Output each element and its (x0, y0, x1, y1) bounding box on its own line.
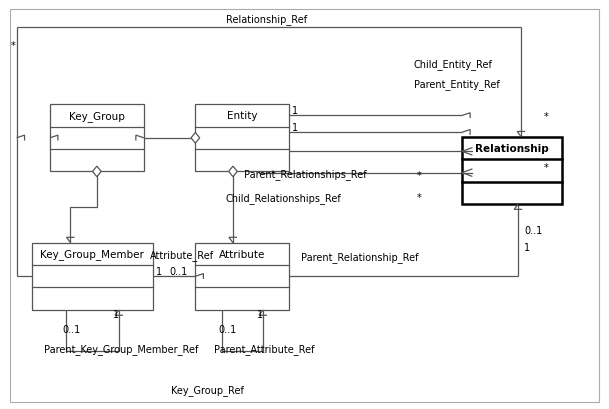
Polygon shape (228, 167, 238, 177)
Text: *: * (544, 163, 549, 173)
Text: Key_Group: Key_Group (69, 111, 125, 121)
Text: *: * (544, 112, 549, 122)
Text: Parent_Relationship_Ref: Parent_Relationship_Ref (301, 252, 419, 263)
Text: Key_Group_Ref: Key_Group_Ref (171, 384, 244, 395)
Text: 1: 1 (257, 309, 263, 319)
Polygon shape (93, 167, 101, 177)
Text: Relationship_Ref: Relationship_Ref (226, 14, 307, 25)
Text: *: * (417, 170, 421, 180)
Text: 0..1: 0..1 (219, 325, 237, 335)
Text: Child_Entity_Ref: Child_Entity_Ref (414, 59, 493, 70)
Text: Attribute: Attribute (219, 249, 266, 259)
Text: Parent_Attribute_Ref: Parent_Attribute_Ref (214, 343, 314, 354)
Bar (50, 105, 144, 172)
Text: Key_Group_Member: Key_Group_Member (40, 249, 144, 260)
Text: Parent_Relationships_Ref: Parent_Relationships_Ref (244, 169, 367, 180)
Text: Parent_Key_Group_Member_Ref: Parent_Key_Group_Member_Ref (44, 343, 198, 354)
Text: 1: 1 (292, 123, 298, 133)
Polygon shape (191, 133, 200, 144)
Text: 1: 1 (292, 106, 298, 116)
Text: *: * (417, 192, 421, 202)
Text: Child_Relationships_Ref: Child_Relationships_Ref (226, 193, 342, 204)
Text: Parent_Entity_Ref: Parent_Entity_Ref (414, 79, 499, 90)
Bar (195, 105, 289, 172)
Text: 0..1: 0..1 (524, 226, 543, 236)
Bar (195, 243, 289, 310)
Text: 0..1: 0..1 (63, 325, 81, 335)
Bar (462, 137, 562, 204)
Text: 1: 1 (156, 266, 162, 276)
Text: 1: 1 (113, 309, 119, 319)
Text: Attribute_Ref: Attribute_Ref (150, 250, 214, 261)
Bar (32, 243, 153, 310)
Text: Entity: Entity (227, 111, 258, 121)
Text: 1: 1 (524, 242, 530, 252)
Text: 0..1: 0..1 (169, 266, 188, 276)
Text: Relationship: Relationship (475, 144, 549, 154)
Text: *: * (10, 41, 15, 51)
